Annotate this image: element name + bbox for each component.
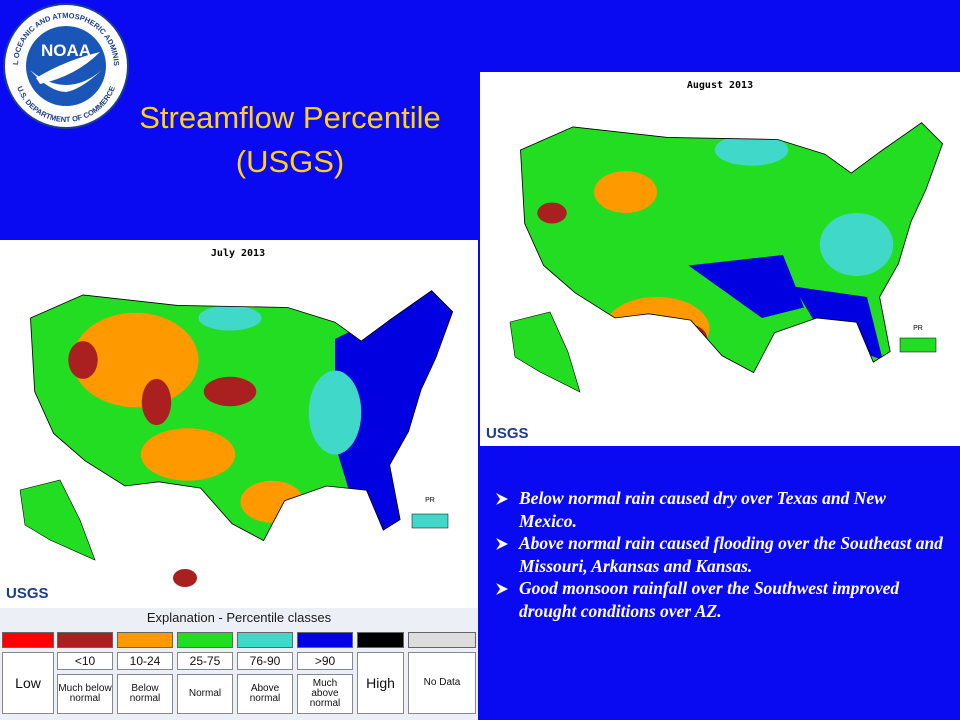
- bullet-text: Below normal rain caused dry over Texas …: [519, 488, 886, 531]
- bullet-text: Above normal rain caused flooding over t…: [519, 533, 943, 576]
- bullet-arrow: [496, 538, 508, 550]
- swatch: [237, 632, 293, 648]
- class-label: Above normal: [237, 674, 293, 714]
- logo-name: NOAA: [41, 41, 91, 60]
- swatch: [2, 632, 54, 648]
- legend-title: Explanation - Percentile classes: [146, 610, 332, 625]
- title-line: Streamflow Percentile: [139, 100, 441, 135]
- class-range: 76-90: [237, 652, 293, 670]
- map-credit: USGS: [6, 585, 49, 602]
- class-label: Much below normal: [57, 674, 113, 714]
- bullet-arrow: [496, 583, 508, 595]
- map-august: August 2013 PR USGS: [480, 72, 960, 446]
- legend-high: High: [357, 652, 404, 714]
- class-range: >90: [297, 652, 353, 670]
- class-range: <10: [57, 652, 113, 670]
- bullet-arrow: [496, 493, 508, 505]
- noaa-logo: NOAA NATIONAL OCEANIC AND ATMOSPHERIC AD…: [0, 0, 129, 129]
- bullet-text: Good monsoon rainfall over the Southwest…: [519, 578, 900, 621]
- bullet: Good monsoon rainfall over the Southwest…: [495, 577, 945, 622]
- swatch: [57, 632, 113, 648]
- map-credit: USGS: [486, 425, 529, 442]
- slide-title: Streamflow Percentile (USGS): [100, 96, 480, 184]
- swatch: [117, 632, 173, 648]
- class-label: Normal: [177, 674, 233, 714]
- class-range: 25-75: [177, 652, 233, 670]
- legend-no-data: No Data: [408, 652, 476, 714]
- bullet: Below normal rain caused dry over Texas …: [495, 487, 945, 532]
- swatch: [408, 632, 476, 648]
- map-july: July 2013 PR USGS: [0, 240, 478, 608]
- legend: Explanation - Percentile classes Low Hig…: [0, 608, 478, 720]
- bullet-list: Below normal rain caused dry over Texas …: [495, 487, 945, 622]
- swatch: [177, 632, 233, 648]
- swatch: [297, 632, 353, 648]
- class-label: Much above normal: [297, 674, 353, 714]
- title-line: (USGS): [235, 144, 345, 179]
- legend-low: Low: [2, 652, 54, 714]
- territory-label: PR: [913, 325, 923, 332]
- class-label: Below normal: [117, 674, 173, 714]
- map-title: August 2013: [687, 80, 753, 91]
- swatch: [357, 632, 404, 648]
- map-title: July 2013: [211, 248, 265, 259]
- class-range: 10-24: [117, 652, 173, 670]
- territory-label: PR: [425, 497, 435, 504]
- bullet: Above normal rain caused flooding over t…: [495, 532, 945, 577]
